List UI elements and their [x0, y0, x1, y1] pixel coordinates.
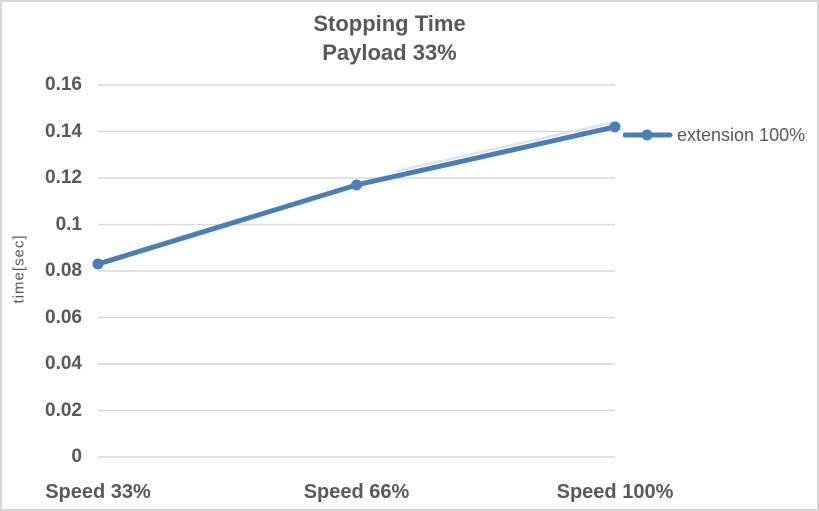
data-point-marker — [609, 121, 621, 133]
x-axis-tick-label: Speed 66% — [303, 481, 410, 503]
line-highlight-artifact — [395, 121, 613, 173]
y-axis-title: time[sec] — [10, 234, 28, 304]
y-axis-tick-label: 0.02 — [45, 399, 82, 421]
legend: extension 100% — [623, 123, 805, 147]
y-axis-tick-label: 0.1 — [55, 213, 82, 235]
y-axis-tick-label: 0.14 — [45, 120, 82, 142]
chart-title: Stopping Time — [313, 11, 466, 36]
y-axis-tick-label: 0.08 — [45, 260, 82, 281]
y-axis-tick-label: 0.16 — [45, 74, 82, 95]
data-point-marker — [351, 179, 362, 191]
y-axis-tick-label: 0.12 — [45, 167, 82, 188]
legend-series-marker-icon — [623, 129, 673, 141]
series-line — [95, 124, 618, 267]
y-axis-tick-label: 0.04 — [45, 353, 82, 374]
data-point-marker — [92, 258, 104, 270]
y-axis-tick-label: 0 — [71, 446, 82, 467]
x-axis-tick-label: Speed 100% — [556, 481, 674, 503]
chart-title-block: Stopping Time Payload 33% — [2, 9, 777, 67]
legend-label: extension 100% — [677, 124, 806, 145]
chart-subtitle: Payload 33% — [322, 40, 457, 65]
legend-point-icon — [641, 129, 653, 141]
x-axis-tick-label: Speed 33% — [45, 481, 151, 503]
y-axis-tick-label: 0.06 — [45, 306, 82, 328]
